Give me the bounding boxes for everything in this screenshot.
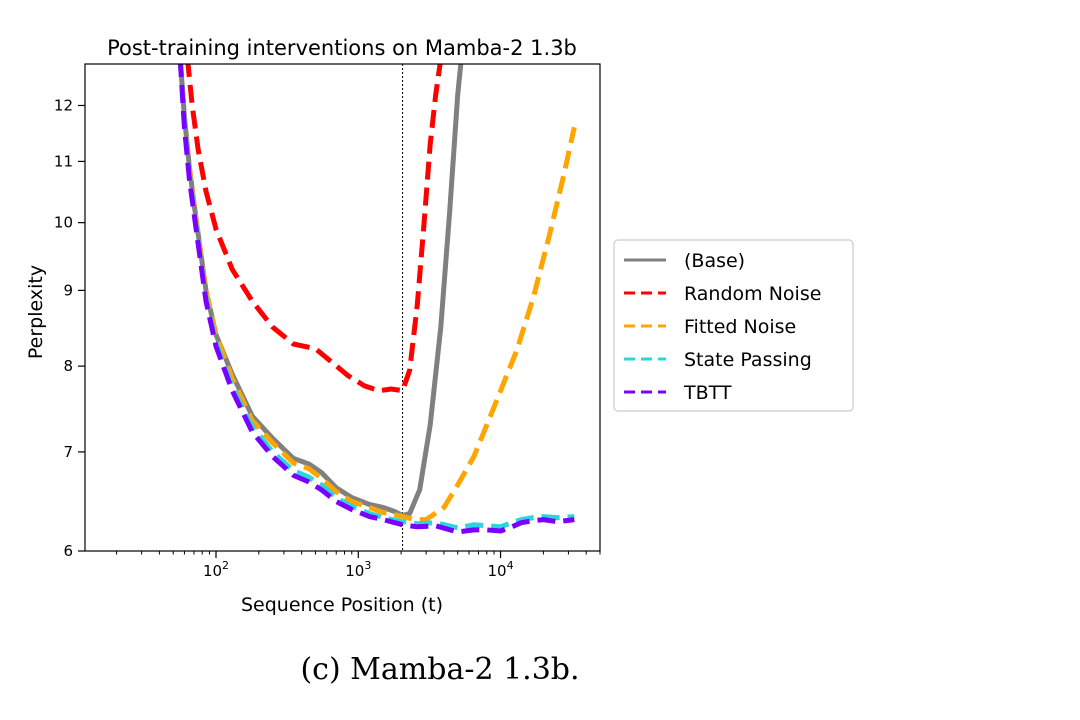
- y-tick-label: 12: [54, 96, 73, 114]
- y-tick-label: 11: [54, 152, 73, 170]
- figure-caption: (c) Mamba-2 1.3b.: [300, 652, 580, 687]
- y-tick-label: 9: [63, 281, 73, 299]
- legend-box: [613, 239, 854, 412]
- y-tick-label: 7: [63, 443, 73, 461]
- plot-frame: [84, 63, 601, 552]
- legend-label: State Passing: [684, 349, 812, 371]
- x-tick-label: 103: [345, 559, 371, 580]
- y-axis: 6 7 8 9 10 11 12: [54, 96, 85, 560]
- y-tick-label: 6: [63, 542, 73, 560]
- x-axis-label: Sequence Position (t): [241, 594, 443, 616]
- legend: (Base) Random Noise Fitted Noise State Pass…: [613, 239, 854, 412]
- x-tick-label: 104: [488, 559, 514, 580]
- legend-label: TBTT: [683, 382, 732, 404]
- series-line-random-noise: [185, 64, 443, 394]
- y-tick-label: 10: [54, 214, 73, 232]
- y-tick-label: 8: [63, 357, 73, 375]
- legend-label: Fitted Noise: [684, 316, 796, 338]
- series-line-base: [178, 64, 464, 519]
- plot-area: [84, 63, 601, 552]
- x-tick-label: 102: [203, 559, 229, 580]
- chart-title: Post-training interventions on Mamba-2 1…: [107, 36, 577, 60]
- series-layer: [178, 64, 577, 535]
- y-axis-label: Perplexity: [25, 265, 47, 359]
- series-line-tbtt: [178, 64, 575, 535]
- legend-label: (Base): [684, 250, 745, 272]
- legend-label: Random Noise: [684, 283, 821, 305]
- series-line-state-passing: [178, 64, 575, 531]
- series-line-fitted-noise: [178, 64, 577, 523]
- x-axis: 102 103 104: [116, 551, 601, 580]
